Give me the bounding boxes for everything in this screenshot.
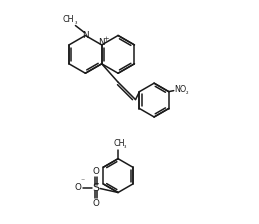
Text: O: O: [93, 167, 100, 176]
Text: N: N: [98, 39, 105, 47]
Text: +: +: [103, 36, 109, 42]
Text: ⁻: ⁻: [80, 176, 84, 185]
Text: O: O: [93, 199, 100, 208]
Text: CH: CH: [113, 139, 125, 148]
Text: N: N: [82, 31, 89, 40]
Text: ₂: ₂: [185, 90, 188, 95]
Text: ₃: ₃: [124, 144, 126, 149]
Text: ₃: ₃: [74, 20, 77, 25]
Text: O: O: [75, 183, 82, 192]
Text: CH: CH: [63, 15, 74, 24]
Text: NO: NO: [175, 85, 187, 94]
Text: S: S: [93, 183, 100, 193]
